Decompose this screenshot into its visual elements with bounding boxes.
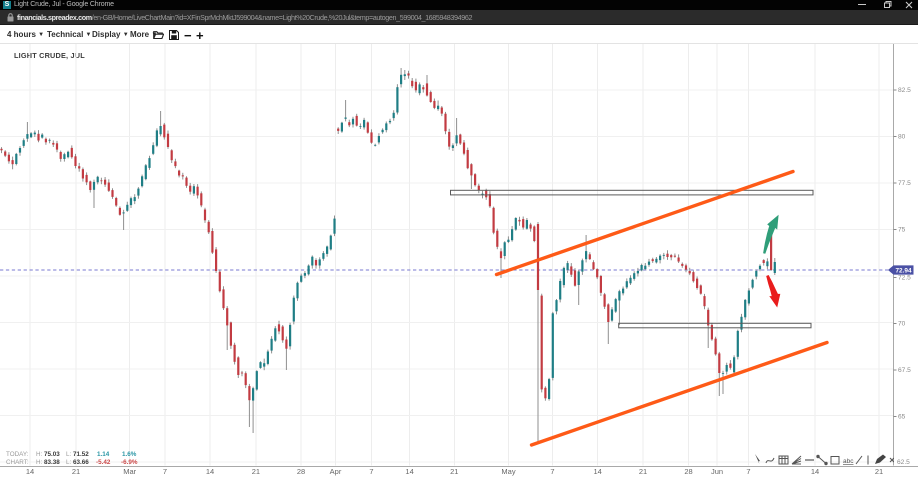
svg-text:Mar: Mar bbox=[123, 467, 136, 476]
svg-text:28: 28 bbox=[297, 467, 305, 476]
svg-text:77.5: 77.5 bbox=[898, 180, 911, 187]
svg-text:7: 7 bbox=[746, 467, 750, 476]
svg-text:14: 14 bbox=[206, 467, 214, 476]
svg-text:14: 14 bbox=[26, 467, 34, 476]
svg-text:28: 28 bbox=[684, 467, 692, 476]
svg-text:67.5: 67.5 bbox=[898, 367, 911, 374]
svg-text:abc: abc bbox=[843, 458, 854, 465]
svg-text:Jun: Jun bbox=[711, 467, 723, 476]
svg-text:75: 75 bbox=[898, 227, 906, 234]
svg-text:21: 21 bbox=[450, 467, 458, 476]
svg-text:21: 21 bbox=[252, 467, 260, 476]
svg-text:80: 80 bbox=[898, 134, 906, 141]
svg-text:62.5: 62.5 bbox=[897, 459, 910, 466]
svg-text:65: 65 bbox=[898, 414, 906, 421]
svg-text:70: 70 bbox=[898, 321, 906, 328]
svg-text:Apr: Apr bbox=[330, 467, 342, 476]
svg-text:14: 14 bbox=[594, 467, 602, 476]
svg-text:7: 7 bbox=[550, 467, 554, 476]
svg-text:May: May bbox=[501, 467, 515, 476]
svg-text:21: 21 bbox=[639, 467, 647, 476]
svg-text:14: 14 bbox=[811, 467, 819, 476]
svg-text:21: 21 bbox=[72, 467, 80, 476]
svg-text:72.94: 72.94 bbox=[896, 268, 912, 275]
svg-text:72.5: 72.5 bbox=[898, 275, 911, 282]
svg-text:7: 7 bbox=[163, 467, 167, 476]
svg-text:14: 14 bbox=[405, 467, 413, 476]
svg-text:82.5: 82.5 bbox=[898, 87, 911, 94]
svg-text:21: 21 bbox=[875, 467, 883, 476]
svg-text:7: 7 bbox=[369, 467, 373, 476]
